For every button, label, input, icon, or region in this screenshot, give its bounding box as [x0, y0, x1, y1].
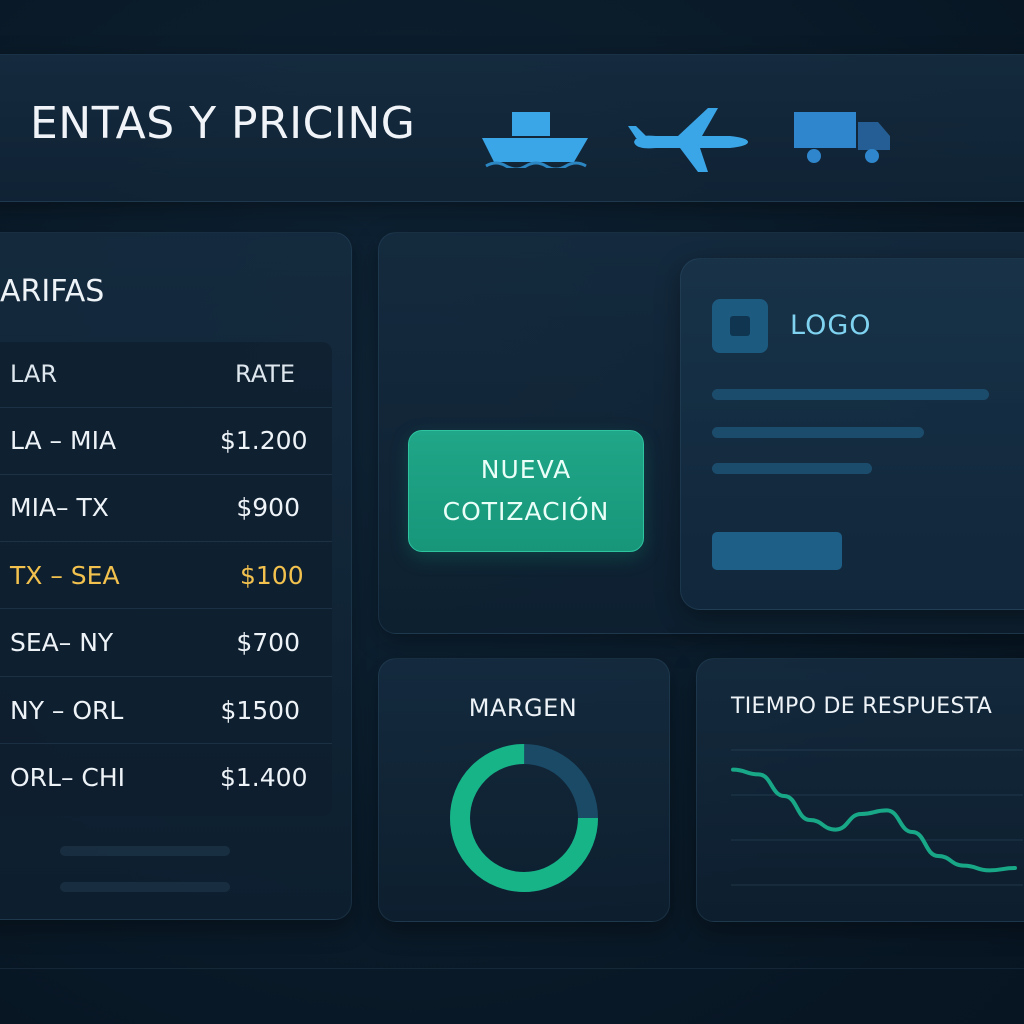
placeholder-line [712, 389, 989, 400]
rate-cell: $700 [236, 628, 300, 657]
page-title: ENTAS Y PRICING [30, 98, 416, 149]
margin-donut-chart [450, 744, 598, 892]
truck-icon[interactable] [794, 112, 892, 166]
new-quote-button[interactable]: NUEVA COTIZACIÓN [408, 430, 644, 552]
rates-table [0, 342, 332, 816]
rate-cell: $1500 [220, 696, 300, 725]
ship-icon[interactable] [482, 112, 590, 168]
placeholder-line [60, 846, 230, 856]
placeholder-line [712, 463, 872, 474]
new-quote-label-line1: NUEVA [480, 455, 572, 484]
rate-cell: $100 [240, 561, 304, 590]
row-divider [0, 407, 332, 408]
route-cell: SEA– NY [10, 628, 114, 657]
new-quote-label-line2: COTIZACIÓN [442, 497, 610, 526]
route-cell: LA – MIA [10, 426, 117, 455]
rate-cell: $900 [236, 493, 300, 522]
response-time-title: TIEMPO DE RESPUESTA [731, 694, 993, 719]
response-time-chart [731, 749, 1023, 886]
response-time-line [731, 767, 1017, 873]
airplane-icon[interactable] [626, 108, 752, 174]
logo-icon [712, 299, 768, 353]
row-divider [0, 541, 332, 542]
placeholder-line [712, 427, 924, 438]
rates-title: ARIFAS [0, 274, 105, 309]
row-divider [0, 676, 332, 677]
logo-label: LOGO [790, 310, 872, 341]
placeholder-line [60, 882, 230, 892]
row-divider [0, 608, 332, 609]
row-divider [0, 474, 332, 475]
card-action-button[interactable] [712, 532, 842, 570]
rate-cell: $1.400 [220, 763, 308, 792]
rate-cell: $1.200 [220, 426, 308, 455]
column-header-rate: RATE [235, 360, 296, 388]
response-time-panel [696, 658, 1024, 922]
donut-fill [450, 744, 598, 892]
margin-title: MARGEN [468, 694, 578, 722]
route-cell: MIA– TX [10, 493, 109, 522]
route-cell: ORL– CHI [10, 763, 126, 792]
route-cell: NY – ORL [10, 696, 124, 725]
bottom-divider [0, 968, 1024, 969]
route-cell: TX – SEA [10, 561, 120, 590]
row-divider [0, 743, 332, 744]
column-header-route: LAR [10, 360, 58, 388]
